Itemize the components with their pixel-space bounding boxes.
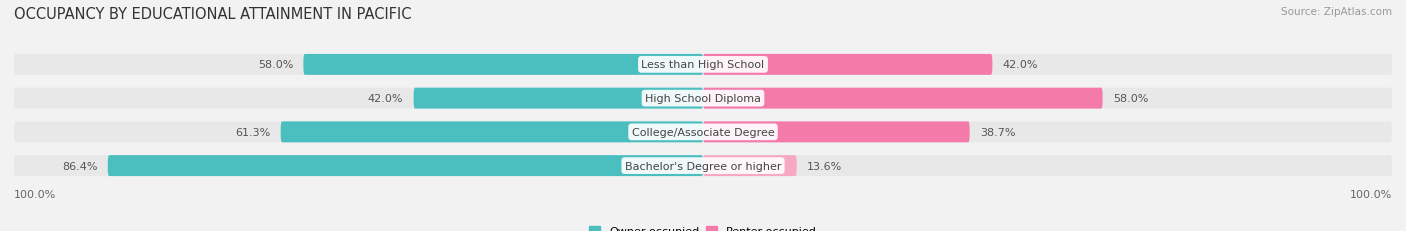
FancyBboxPatch shape [14,88,1392,109]
FancyBboxPatch shape [703,122,970,143]
Text: 58.0%: 58.0% [1114,94,1149,104]
FancyBboxPatch shape [703,155,797,176]
FancyBboxPatch shape [703,55,993,76]
Text: 42.0%: 42.0% [1002,60,1038,70]
FancyBboxPatch shape [281,122,703,143]
Text: 13.6%: 13.6% [807,161,842,171]
FancyBboxPatch shape [14,122,1392,143]
Legend: Owner-occupied, Renter-occupied: Owner-occupied, Renter-occupied [585,221,821,231]
Text: High School Diploma: High School Diploma [645,94,761,104]
Text: Source: ZipAtlas.com: Source: ZipAtlas.com [1281,7,1392,17]
FancyBboxPatch shape [413,88,703,109]
Text: Less than High School: Less than High School [641,60,765,70]
FancyBboxPatch shape [14,155,1392,176]
Text: 61.3%: 61.3% [235,127,270,137]
Text: 42.0%: 42.0% [368,94,404,104]
Text: OCCUPANCY BY EDUCATIONAL ATTAINMENT IN PACIFIC: OCCUPANCY BY EDUCATIONAL ATTAINMENT IN P… [14,7,412,22]
Text: 86.4%: 86.4% [62,161,97,171]
FancyBboxPatch shape [14,55,1392,76]
Text: 100.0%: 100.0% [14,189,56,199]
Text: 38.7%: 38.7% [980,127,1015,137]
FancyBboxPatch shape [304,55,703,76]
Text: 58.0%: 58.0% [257,60,292,70]
FancyBboxPatch shape [108,155,703,176]
FancyBboxPatch shape [703,88,1102,109]
Text: 100.0%: 100.0% [1350,189,1392,199]
Text: College/Associate Degree: College/Associate Degree [631,127,775,137]
Text: Bachelor's Degree or higher: Bachelor's Degree or higher [624,161,782,171]
